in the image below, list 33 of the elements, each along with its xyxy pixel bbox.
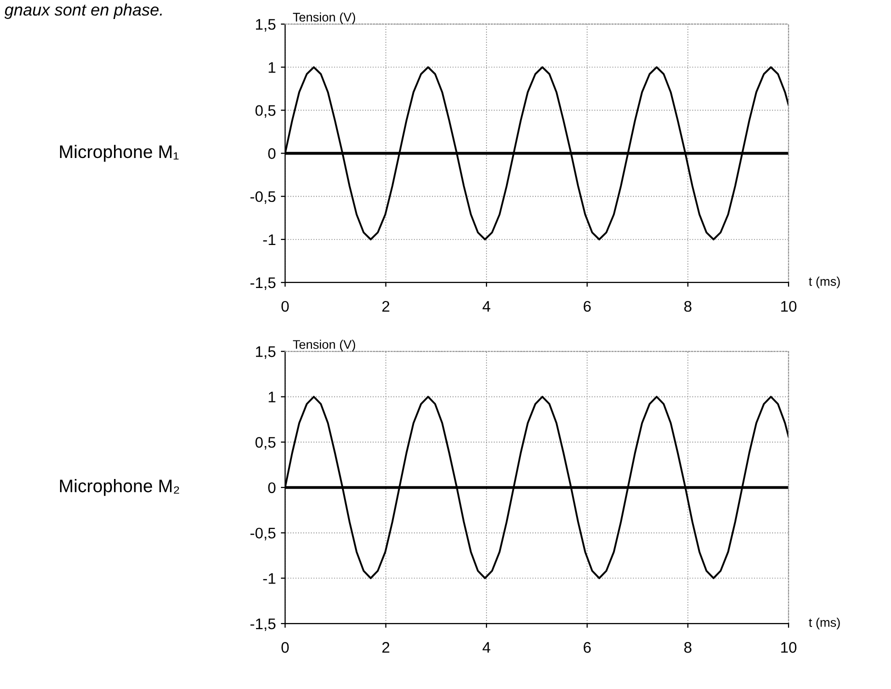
- y-axis-title: Tension (V): [292, 340, 356, 352]
- x-tick-label: 0: [281, 642, 289, 653]
- x-tick-label: 2: [382, 300, 390, 312]
- x-tick-label: 10: [781, 300, 796, 312]
- x-tick-label: 4: [482, 642, 490, 653]
- text: gnaux sont en phase.: [4, 3, 162, 19]
- y-axis-title: Tension (V): [292, 12, 356, 24]
- x-tick-label: 6: [584, 300, 591, 312]
- x-tick-label: 8: [684, 642, 692, 653]
- text: Microphone M₁: [60, 144, 179, 162]
- y-tick-label: 1,5: [256, 19, 276, 32]
- y-tick-label: 1: [268, 392, 276, 402]
- y-tick-label: -1: [263, 573, 276, 584]
- x-tick-label: 0: [281, 300, 289, 312]
- x-tick-label: 6: [584, 642, 591, 653]
- y-tick-label: -0,5: [250, 528, 276, 540]
- y-tick-label: 1,5: [256, 346, 276, 359]
- y-tick-label: -1,5: [250, 618, 276, 632]
- y-tick-label: 0,5: [255, 436, 276, 450]
- x-axis-title: t (ms): [808, 618, 840, 630]
- x-tick-label: 4: [482, 301, 490, 312]
- y-tick-label: 1: [268, 62, 276, 73]
- y-tick-label: 0: [268, 148, 276, 159]
- x-axis-title: t (ms): [808, 276, 840, 288]
- x-tick-label: 8: [684, 300, 692, 312]
- y-tick-label: -1,5: [250, 278, 276, 290]
- y-tick-label: 0: [268, 482, 276, 494]
- y-tick-label: -0,5: [250, 191, 276, 204]
- y-tick-label: -1: [263, 234, 276, 245]
- x-tick-label: 2: [382, 642, 390, 653]
- x-tick-label: 10: [781, 642, 796, 653]
- text: Microphone M₂: [60, 479, 180, 496]
- y-tick-label: 0,5: [255, 105, 276, 118]
